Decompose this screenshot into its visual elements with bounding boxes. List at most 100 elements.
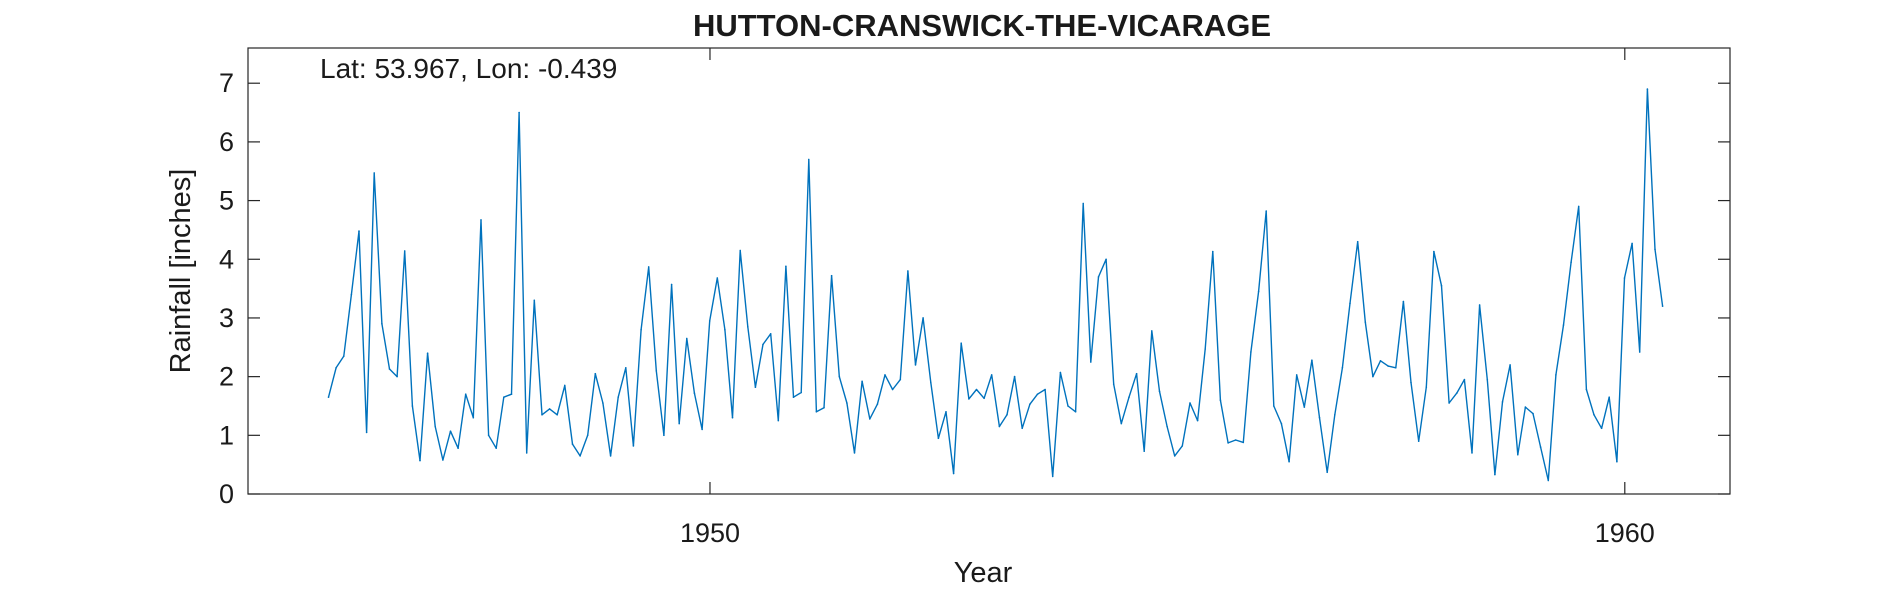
data-point (396, 375, 398, 378)
data-point (1372, 375, 1374, 378)
data-point (1577, 205, 1580, 208)
plot-area (247, 47, 1731, 495)
data-point (769, 333, 772, 335)
data-point (579, 455, 581, 457)
data-point (495, 447, 498, 450)
data-point (1562, 324, 1565, 326)
data-point (1440, 284, 1443, 287)
data-point (1448, 402, 1450, 404)
data-point (1120, 422, 1123, 425)
data-point (1234, 439, 1237, 441)
data-point (442, 459, 444, 461)
data-point (647, 266, 650, 268)
data-point (1112, 383, 1115, 386)
data-point (663, 434, 665, 437)
data-point (724, 328, 726, 331)
data-point (1532, 412, 1534, 415)
data-point (754, 386, 757, 389)
data-point (846, 402, 848, 404)
data-point (350, 293, 353, 296)
data-point (586, 434, 589, 437)
data-point (1265, 210, 1267, 212)
data-point (739, 249, 741, 252)
data-point (518, 111, 520, 114)
data-point (541, 414, 543, 416)
data-point (1456, 392, 1458, 394)
y-tick-label: 1 (219, 420, 234, 450)
data-point (373, 172, 376, 174)
y-tick-label: 7 (219, 68, 234, 98)
data-point (1539, 446, 1542, 448)
data-point (1471, 452, 1473, 454)
y-tick-label: 6 (219, 127, 234, 157)
data-point (1486, 378, 1489, 381)
data-point (1212, 250, 1214, 253)
data-point (632, 445, 635, 447)
data-point (1074, 411, 1077, 413)
data-point (548, 408, 551, 410)
data-point (556, 414, 558, 416)
data-point (1219, 399, 1222, 401)
data-point (1334, 414, 1336, 416)
data-point (808, 158, 810, 161)
data-point (678, 422, 680, 425)
data-point (869, 418, 871, 420)
data-point (388, 368, 391, 370)
data-point (381, 323, 383, 325)
data-point (1509, 364, 1511, 366)
data-point (1356, 240, 1359, 243)
data-point (1395, 367, 1397, 369)
data-point (1341, 367, 1344, 369)
data-point (853, 452, 856, 454)
data-point (1044, 388, 1046, 391)
data-point (1204, 348, 1206, 350)
data-point (1227, 442, 1229, 444)
data-point (922, 317, 924, 319)
data-point (1196, 419, 1199, 422)
data-point (1608, 396, 1610, 399)
data-point (1600, 427, 1603, 430)
data-point (1013, 375, 1016, 378)
data-point (1189, 402, 1191, 404)
data-point (1463, 378, 1466, 381)
data-point (1654, 248, 1656, 251)
location-annotation: Lat: 53.967, Lon: -0.439 (320, 53, 617, 84)
data-point (426, 352, 429, 355)
chart-title: HUTTON-CRANSWICK-THE-VICARAGE (693, 8, 1271, 43)
data-point (1295, 374, 1298, 376)
data-point (716, 277, 719, 279)
data-point (899, 378, 902, 381)
data-point (571, 443, 574, 445)
data-point (1143, 450, 1145, 453)
data-point (1555, 374, 1557, 376)
data-point (998, 425, 1001, 428)
data-point (731, 416, 734, 419)
data-point (1501, 401, 1504, 403)
x-tick-label: 1960 (1595, 518, 1655, 548)
data-point (1425, 386, 1428, 389)
data-point (884, 374, 886, 376)
data-point (975, 388, 978, 391)
data-point (1250, 351, 1252, 353)
data-point (960, 342, 962, 345)
series-points-0 (327, 88, 1664, 482)
data-point (1570, 261, 1572, 264)
data-point (1090, 361, 1092, 363)
data-point (983, 397, 985, 400)
y-tick-label: 3 (219, 303, 234, 333)
data-point (564, 384, 566, 387)
data-point (968, 398, 970, 400)
data-point (1006, 414, 1008, 416)
data-point (990, 374, 993, 376)
data-point (1433, 250, 1435, 253)
data-point (1021, 427, 1023, 430)
data-point (792, 396, 795, 399)
series-layer (327, 88, 1664, 482)
data-point (472, 416, 475, 419)
data-point (815, 411, 818, 413)
data-point (1173, 455, 1176, 457)
data-point (861, 380, 863, 383)
data-point (891, 388, 894, 391)
data-point (1257, 290, 1260, 293)
